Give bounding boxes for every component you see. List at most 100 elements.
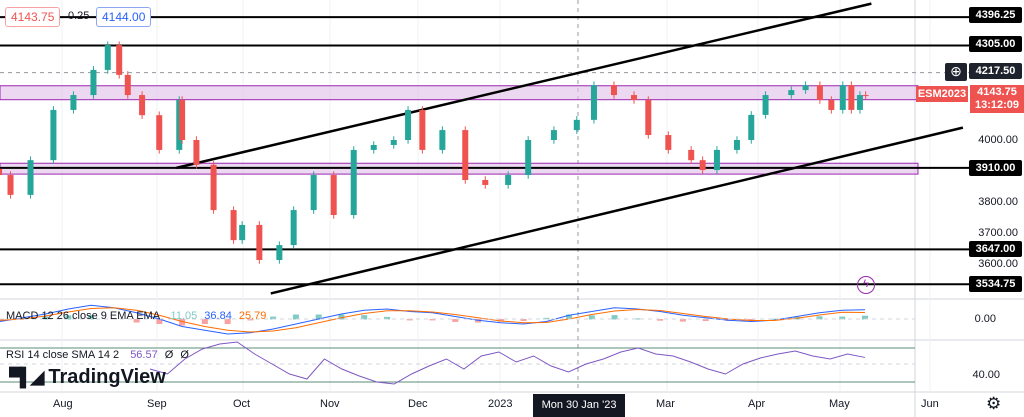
macd-histogram-bar (315, 314, 322, 320)
candle-body (276, 245, 283, 260)
candle-body (0, 168, 3, 176)
candle-body (50, 109, 57, 161)
ask-price-box[interactable]: 4144.00 (96, 7, 152, 27)
level-label: 3647.00 (969, 241, 1022, 257)
candle-body (256, 224, 263, 260)
rsi-line (149, 341, 866, 385)
candle-body (713, 149, 720, 171)
candle-body (848, 85, 855, 110)
candle-body (525, 140, 532, 176)
candle-body (139, 95, 146, 116)
macd-axis-tick: 0.00 (974, 313, 996, 325)
level-label: 3910.00 (969, 160, 1022, 176)
candle-body (748, 114, 755, 140)
macd-histogram-bar (839, 316, 846, 320)
macd-histogram-bar (657, 319, 664, 321)
macd-histogram-bar (452, 319, 459, 322)
macd-histogram-bar (588, 315, 595, 320)
macd-histogram-bar (497, 319, 504, 322)
last-price: 4143.75 (977, 86, 1017, 98)
macd-histogram-bar (247, 319, 254, 321)
macd-histogram-bar (748, 319, 755, 321)
price-tick: 3700.00 (978, 227, 1018, 239)
macd-legend[interactable]: MACD 12 26 close 9 EMA EMA 11.05 36.84 2… (6, 310, 266, 322)
macd-histogram-bar (292, 314, 299, 320)
candle-body (762, 95, 769, 115)
time-tick: Aug (53, 398, 73, 410)
crosshair-date-label: Mon 30 Jan '23 (533, 394, 625, 417)
candle-body (550, 130, 557, 140)
candle-body (239, 224, 246, 241)
candle-body (665, 135, 672, 150)
rsi-axis-tick: 40.00 (972, 369, 1000, 381)
macd-histogram-bar (679, 319, 686, 322)
macd-histogram-bar (634, 318, 641, 320)
last-price-box: 4143.75 13:12:09 (970, 85, 1024, 113)
candle-body (839, 85, 846, 110)
time-tick: May (829, 398, 850, 410)
rsi-legend[interactable]: RSI 14 close SMA 14 2 56.57 Ø Ø (6, 349, 189, 362)
candle-body (193, 140, 200, 165)
time-tick: Mar (656, 398, 675, 410)
time-tick: 2023 (488, 398, 513, 410)
price-tick: 3600.00 (978, 258, 1018, 270)
bid-price-box[interactable]: 4143.75 (5, 7, 61, 27)
macd-histogram-bar (133, 319, 140, 323)
settings-gear-icon[interactable]: ⚙ (986, 394, 1002, 413)
candle-body (631, 95, 637, 101)
add-alert-plus-icon[interactable]: ⊕ (945, 63, 967, 81)
macd-value: 36.84 (204, 310, 232, 322)
candle-body (290, 210, 297, 246)
time-tick: Oct (233, 398, 251, 410)
candle-body (370, 144, 377, 150)
macd-histogram-bar (406, 319, 413, 321)
candle-body (419, 109, 426, 150)
candle-body (156, 115, 163, 150)
level-label: 4217.50 (969, 63, 1022, 79)
level-label: 3534.75 (969, 276, 1022, 292)
time-tick: Dec (408, 398, 428, 410)
tv-logo-icon: ▀▌◢ (9, 367, 44, 387)
candle-body (405, 109, 412, 140)
candle-body (733, 140, 740, 150)
candle-body (116, 45, 123, 75)
candle-body (573, 119, 580, 131)
candle-body (590, 85, 597, 120)
candle-body (230, 210, 237, 241)
macd-signal-line (0, 307, 866, 333)
symbol-label: ESM2023 (916, 86, 968, 102)
candle-body (439, 130, 446, 150)
spread-label: 0.25 (68, 10, 90, 22)
candle-body (104, 45, 111, 70)
candle-body (462, 130, 469, 180)
macd-histogram-bar (42, 316, 49, 320)
macd-histogram-bar (270, 316, 277, 320)
macd-histogram-bar (770, 318, 777, 320)
lightning-event-icon[interactable]: ϟ (857, 276, 875, 294)
macd-histogram-bar (702, 319, 709, 321)
candle-body (645, 100, 652, 136)
candle-body (699, 160, 706, 171)
time-tick: Apr (748, 398, 766, 410)
macd-histogram-bar (361, 315, 368, 320)
price-tick: 4000.00 (978, 134, 1018, 146)
rsi-value: 56.57 (130, 349, 158, 361)
candle-body (788, 90, 795, 96)
macd-histogram-bar (156, 319, 163, 324)
candle-body (7, 175, 14, 195)
rsi-value-3: Ø (180, 349, 189, 361)
candle-body (816, 85, 823, 101)
time-tick: Sep (147, 398, 167, 410)
macd-histogram-bar (520, 319, 527, 321)
candle-body (688, 149, 695, 161)
macd-hist-value: 11.05 (170, 310, 198, 322)
candle-body (505, 175, 512, 185)
candle-body (856, 95, 863, 110)
trend-channel-line (270, 126, 964, 295)
time-tick: Nov (320, 398, 340, 410)
macd-signal-value: 25.79 (238, 310, 267, 322)
candle-body (70, 95, 77, 110)
candle-body (482, 179, 489, 185)
macd-histogram-bar (429, 319, 436, 321)
